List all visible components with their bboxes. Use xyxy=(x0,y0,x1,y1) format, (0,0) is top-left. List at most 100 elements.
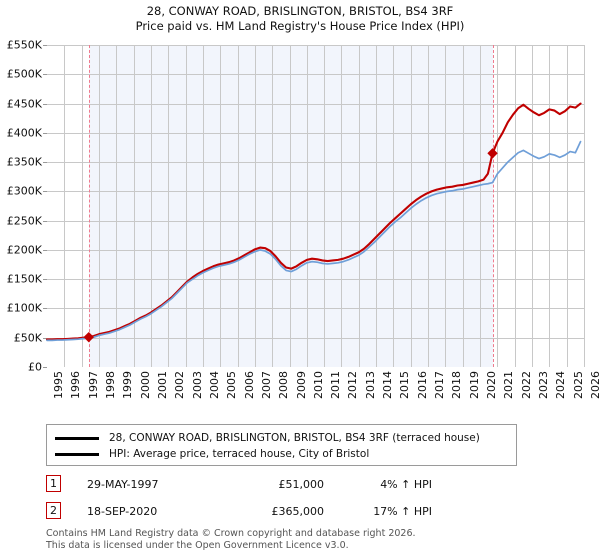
y-axis-tick-label: £500K xyxy=(6,67,42,81)
x-axis-tick-label: 2006 xyxy=(242,371,256,399)
data-point-marker-1[interactable] xyxy=(83,331,94,343)
gridline-vertical xyxy=(376,45,377,367)
x-axis-tick-label: 2010 xyxy=(311,371,325,399)
footer-attribution: Contains HM Land Registry data © Crown c… xyxy=(46,528,586,552)
x-axis-tick-label: 1995 xyxy=(52,371,65,399)
gridline-vertical xyxy=(463,45,464,367)
x-axis-tick-label: 2020 xyxy=(485,371,499,399)
txn-price-2: £365,000 xyxy=(271,505,325,518)
legend-item-property: 28, CONWAY ROAD, BRISLINGTON, BRISTOL, B… xyxy=(55,430,508,446)
x-axis-labels: 1995 1996 1997 1998 1999 2000 2001 2002 2003 2004… xyxy=(0,367,600,417)
x-axis-tick-label: 2014 xyxy=(381,371,395,399)
gridline-vertical xyxy=(272,45,273,367)
txn-price-1: £51,000 xyxy=(278,478,325,491)
gridline-vertical xyxy=(116,45,117,367)
table-row: 2 18-SEP-2020 £365,000 17% ↑ HPI xyxy=(46,500,516,527)
gridline-vertical xyxy=(307,45,308,367)
gridline-horizontal xyxy=(47,279,584,280)
x-axis-tick-label: 2003 xyxy=(190,371,204,399)
gridline-horizontal xyxy=(47,221,584,222)
data-point-marker-2[interactable] xyxy=(487,148,498,159)
x-axis-tick-label: 2022 xyxy=(519,371,533,399)
gridline-vertical xyxy=(64,45,65,367)
footer-line-1: Contains HM Land Registry data © Crown c… xyxy=(46,528,416,539)
x-axis-tick-label: 2000 xyxy=(138,371,152,399)
x-axis-tick-label: 2023 xyxy=(537,371,551,399)
y-axis-tick-label: £150K xyxy=(6,272,42,286)
gridline-vertical xyxy=(393,45,394,367)
txn-hpi-1: 4% ↑ HPI xyxy=(380,478,432,491)
y-axis-tick xyxy=(43,74,47,76)
x-axis-tick-label: 2013 xyxy=(363,371,377,399)
x-axis-tick-label: 2019 xyxy=(467,371,481,399)
gridline-vertical xyxy=(532,45,533,367)
series-line-property xyxy=(45,102,582,341)
x-axis-tick-label: 2001 xyxy=(155,371,169,399)
x-axis-tick-label: 2026 xyxy=(589,371,600,399)
gridline-vertical xyxy=(238,45,239,367)
gridline-horizontal xyxy=(47,308,584,309)
y-axis-tick xyxy=(43,220,47,222)
gridline-horizontal xyxy=(47,191,584,192)
gridline-vertical xyxy=(203,45,204,367)
y-axis-tick xyxy=(43,337,47,339)
txn-date-2: 18-SEP-2020 xyxy=(87,505,158,518)
chart-legend: 28, CONWAY ROAD, BRISLINGTON, BRISTOL, B… xyxy=(46,424,517,466)
gridline-vertical xyxy=(168,45,169,367)
gridline-vertical xyxy=(151,45,152,367)
gridline-vertical xyxy=(255,45,256,367)
y-axis-tick xyxy=(43,279,47,281)
gridline-horizontal xyxy=(47,338,584,339)
y-axis-tick xyxy=(43,308,47,310)
y-axis-tick-label: £400K xyxy=(6,126,42,140)
y-axis-tick xyxy=(43,103,47,105)
y-axis-tick xyxy=(43,249,47,251)
chart-plot-area xyxy=(45,45,585,367)
y-axis-tick xyxy=(43,367,47,368)
y-axis-tick-label: £450K xyxy=(6,97,42,111)
gridline-horizontal xyxy=(47,104,584,105)
x-axis-tick-label: 1997 xyxy=(86,371,100,399)
x-axis-tick-label: 2024 xyxy=(554,371,568,399)
transactions-table: 1 29-MAY-1997 £51,000 4% ↑ HPI 2 18-SEP-… xyxy=(46,473,516,527)
x-axis-tick-label: 2011 xyxy=(329,371,343,399)
x-axis-tick-label: 2018 xyxy=(450,371,464,399)
y-axis-tick-label: £350K xyxy=(6,155,42,169)
legend-swatch-hpi-icon xyxy=(55,452,99,456)
gridline-vertical xyxy=(220,45,221,367)
gridline-horizontal xyxy=(47,162,584,163)
gridline-vertical xyxy=(515,45,516,367)
y-axis-tick-label: £0 xyxy=(28,360,42,374)
x-axis-tick-label: 1999 xyxy=(121,371,135,399)
plot-gridlines xyxy=(47,45,585,367)
gridline-vertical xyxy=(428,45,429,367)
gridline-vertical xyxy=(99,45,100,367)
x-axis-tick-label: 2021 xyxy=(502,371,516,399)
txn-badge-1: 1 xyxy=(46,475,61,492)
x-axis-tick-label: 2008 xyxy=(277,371,291,399)
table-row: 1 29-MAY-1997 £51,000 4% ↑ HPI xyxy=(46,473,516,500)
x-axis-tick-label: 2012 xyxy=(346,371,360,399)
series-lines xyxy=(45,102,582,343)
gridline-vertical xyxy=(549,45,550,367)
y-axis-tick xyxy=(43,191,47,193)
x-axis-tick-label: 2025 xyxy=(571,371,585,399)
legend-swatch-property-icon xyxy=(55,436,99,440)
y-axis-tick-label: £300K xyxy=(6,184,42,198)
title-line-1: 28, CONWAY ROAD, BRISLINGTON, BRISTOL, B… xyxy=(146,4,454,18)
gridline-horizontal xyxy=(47,133,584,134)
y-axis-tick-label: £100K xyxy=(6,301,42,315)
txn-hpi-2: 17% ↑ HPI xyxy=(373,505,432,518)
gridline-vertical xyxy=(359,45,360,367)
title-line-2: Price paid vs. HM Land Registry's House … xyxy=(135,19,465,33)
x-axis-tick-label: 1996 xyxy=(69,371,83,399)
event-line-1 xyxy=(88,45,90,367)
gridline-horizontal xyxy=(47,250,584,251)
footer-line-2: This data is licensed under the Open Gov… xyxy=(46,540,349,551)
x-axis-tick-label: 1998 xyxy=(103,371,117,399)
gridline-vertical xyxy=(411,45,412,367)
legend-item-hpi: HPI: Average price, terraced house, City… xyxy=(55,446,508,462)
y-axis-tick xyxy=(43,162,47,164)
y-axis-tick xyxy=(43,132,47,134)
